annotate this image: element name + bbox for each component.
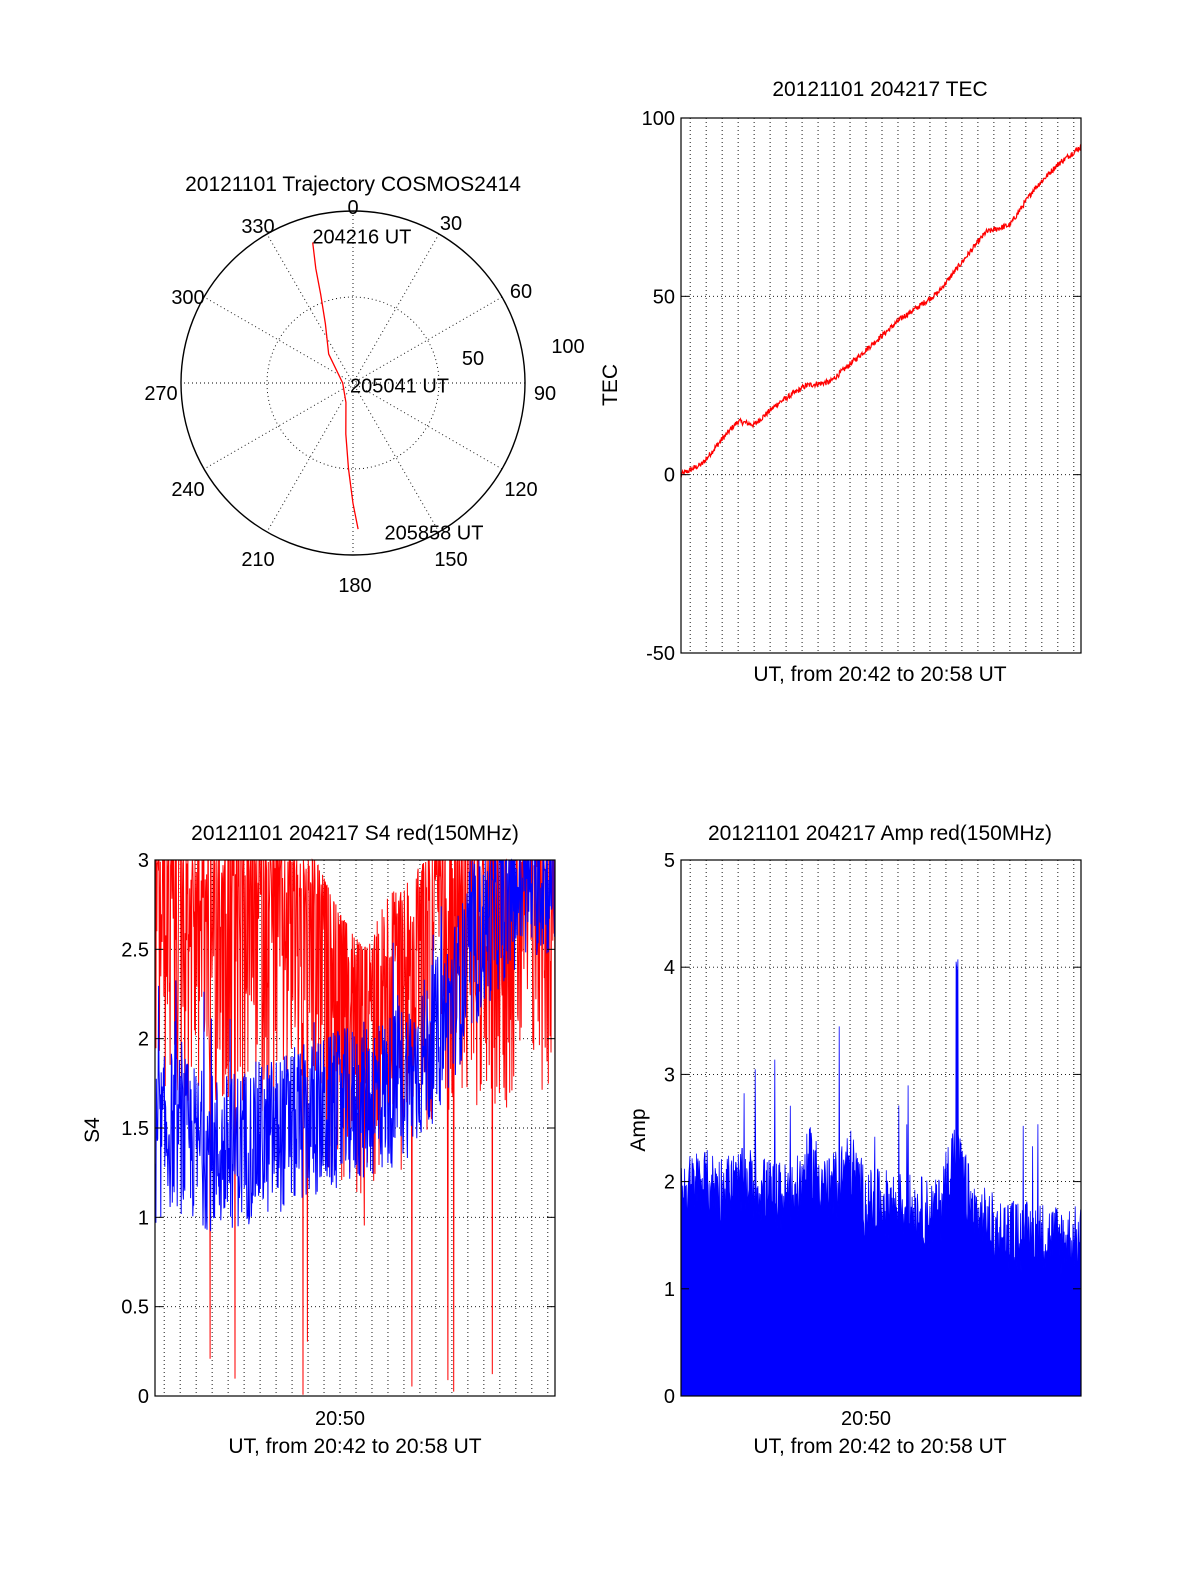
x-tick-label: 20:50 (841, 1408, 891, 1430)
polar-angle-label: 180 (338, 575, 371, 597)
tec-series-line (680, 143, 1082, 478)
y-tick-label: 2 (664, 1172, 675, 1194)
polar-radial-label: 100 (551, 336, 584, 358)
amp-xlabel: UT, from 20:42 to 20:58 UT (753, 1435, 1006, 1458)
polar-angle-label: 270 (144, 383, 177, 405)
amp-chart: 20121101 204217 Amp red(150MHz) UT, from… (627, 822, 1082, 1458)
polar-angle-label: 150 (434, 549, 467, 571)
y-tick-label: 4 (664, 957, 675, 979)
tec-frame (680, 117, 1082, 654)
y-tick-label: 2 (138, 1029, 149, 1051)
s4-title: 20121101 204217 S4 red(150MHz) (191, 822, 519, 845)
polar-angle-label: 120 (504, 479, 537, 501)
y-tick-label: -50 (646, 643, 675, 665)
polar-angle-label: 210 (241, 549, 274, 571)
s4-xlabel: UT, from 20:42 to 20:58 UT (228, 1435, 481, 1458)
polar-radial-label: 50 (462, 348, 484, 370)
polar-annotation: 205858 UT (385, 523, 484, 545)
tec-ylabel: TEC (599, 364, 622, 406)
polar-spoke (266, 233, 440, 533)
y-tick-label: 3 (664, 1064, 675, 1086)
polar-angle-label: 330 (241, 216, 274, 238)
y-tick-label: 2.5 (121, 939, 149, 961)
polar-angle-label: 0 (347, 197, 358, 219)
polar-title: 20121101 Trajectory COSMOS2414 (185, 173, 521, 196)
y-tick-label: 5 (664, 850, 675, 872)
polar-angle-label: 60 (510, 281, 532, 303)
tec-title: 20121101 204217 TEC (772, 78, 987, 101)
tec-chart: 20121101 204217 TEC UT, from 20:42 to 20… (599, 78, 1082, 686)
polar-angle-label: 30 (440, 213, 462, 235)
y-tick-label: 1 (138, 1207, 149, 1229)
y-tick-label: 100 (642, 108, 675, 130)
y-tick-label: 1.5 (121, 1118, 149, 1140)
amp-series-area (680, 959, 1082, 1397)
polar-angle-label: 240 (171, 479, 204, 501)
x-tick-label: 20:50 (315, 1408, 365, 1430)
amp-title: 20121101 204217 Amp red(150MHz) (708, 822, 1052, 845)
amp-ylabel: Amp (627, 1108, 650, 1151)
y-tick-label: 0 (664, 465, 675, 487)
polar-angle-label: 300 (171, 287, 204, 309)
polar-trajectory-line (312, 242, 359, 530)
s4-ylabel: S4 (81, 1117, 104, 1143)
y-tick-label: 50 (653, 286, 675, 308)
polar-annotation: 204216 UT (312, 227, 411, 249)
y-tick-label: 0.5 (121, 1297, 149, 1319)
y-tick-label: 0 (664, 1386, 675, 1408)
y-tick-label: 1 (664, 1279, 675, 1301)
amp-frame (680, 859, 1082, 1397)
y-tick-label: 0 (138, 1386, 149, 1408)
polar-grid-circle (266, 296, 440, 470)
y-tick-label: 3 (138, 850, 149, 872)
polar-annotation: 205041 UT (350, 375, 449, 397)
s4-frame (154, 859, 556, 1397)
polar-angle-label: 90 (534, 383, 556, 405)
tec-xlabel: UT, from 20:42 to 20:58 UT (753, 663, 1006, 686)
s4-blue-series-line (154, 858, 556, 1232)
s4-chart: 20121101 204217 S4 red(150MHz) UT, from … (81, 822, 556, 1458)
polar-trajectory-chart: 20121101 Trajectory COSMOS2414 0 30 60 90 12… (144, 173, 584, 597)
